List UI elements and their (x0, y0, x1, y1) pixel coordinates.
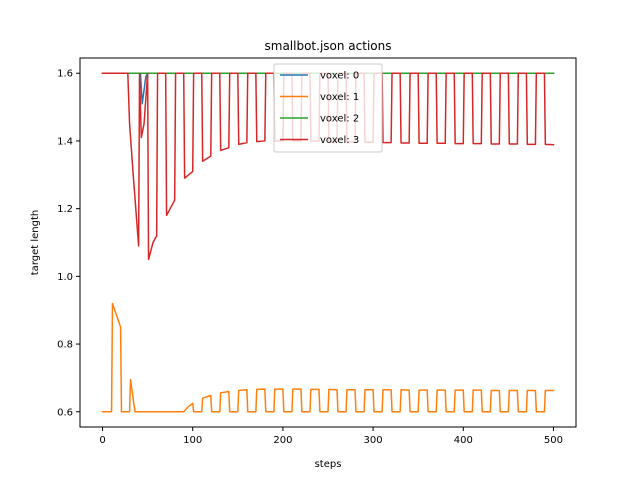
series-line-voxel-1 (101, 302, 555, 413)
y-tick-label: 0.6 (57, 407, 73, 418)
x-tick-label: 500 (544, 435, 563, 446)
legend-label-voxel-0: voxel: 0 (320, 71, 359, 82)
legend-label-voxel-3: voxel: 3 (320, 135, 359, 146)
y-tick-label: 1.2 (57, 204, 73, 215)
y-axis-label: target length (30, 210, 41, 275)
legend-box (273, 63, 383, 153)
x-tick-label: 400 (454, 435, 473, 446)
x-axis: 0 100 200 300 400 500 (99, 427, 563, 446)
y-axis: 0.6 0.8 1.0 1.2 1.4 1.6 (57, 69, 80, 418)
y-tick-label: 1.6 (57, 69, 73, 80)
y-tick-label: 1.4 (57, 136, 73, 147)
x-tick-label: 0 (99, 435, 105, 446)
legend: voxel: 0 voxel: 1 voxel: 2 voxel: 3 (273, 63, 383, 153)
legend-label-voxel-1: voxel: 1 (320, 92, 359, 103)
x-tick-label: 300 (364, 435, 383, 446)
chart-title: smallbot.json actions (265, 39, 392, 53)
y-tick-label: 0.8 (57, 340, 73, 351)
y-tick-label: 1.0 (57, 272, 73, 283)
x-tick-label: 200 (273, 435, 292, 446)
legend-label-voxel-2: voxel: 2 (320, 114, 359, 125)
plot-frame (79, 57, 577, 428)
x-tick-label: 100 (183, 435, 202, 446)
x-axis-label: steps (315, 459, 342, 470)
